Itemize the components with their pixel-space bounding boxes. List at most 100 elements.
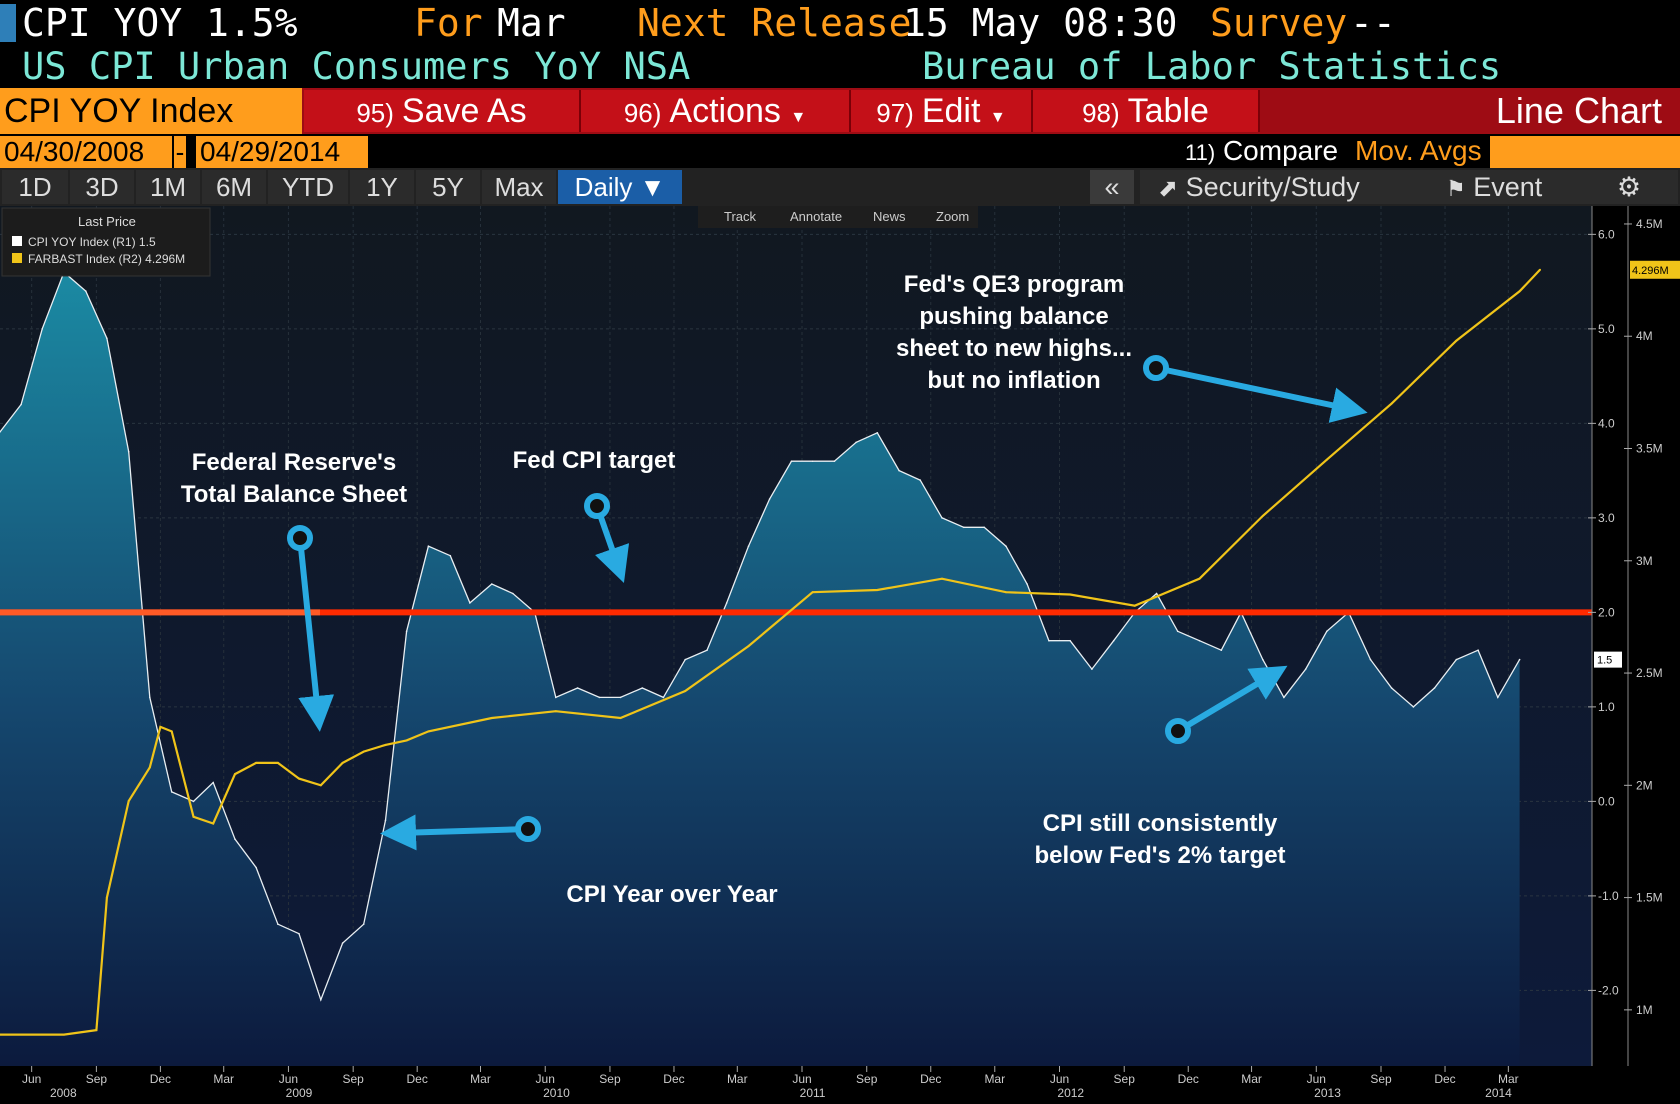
annotate-tool[interactable]: Annotate <box>790 209 842 224</box>
tab-3d[interactable]: 3D <box>70 170 134 204</box>
balance-sheet-point <box>106 897 108 899</box>
collapse-button[interactable]: « <box>1090 170 1134 204</box>
r1-tick-label: 1.0 <box>1598 700 1615 714</box>
annotation-qe3-line1: Fed's QE3 program <box>904 271 1124 298</box>
x-tick-label: Mar <box>1241 1072 1262 1086</box>
cpi-point <box>469 602 471 604</box>
compare-button[interactable]: 11) Compare <box>1185 134 1338 170</box>
cpi-point <box>1005 545 1007 547</box>
settings-gear-icon[interactable]: ⚙ <box>1580 170 1678 204</box>
security-study-label: Security/Study <box>1186 172 1360 202</box>
tab-1m[interactable]: 1M <box>136 170 200 204</box>
period-dropdown[interactable]: Daily ▼ <box>558 170 682 204</box>
cpi-point <box>1262 659 1264 661</box>
news-tool[interactable]: News <box>873 209 906 224</box>
cpi-point <box>20 404 22 406</box>
cpi-point <box>1497 697 1499 699</box>
security-description: US CPI Urban Consumers YoY NSA <box>22 46 690 88</box>
cpi-point <box>41 328 43 330</box>
button-label: Actions <box>669 92 781 130</box>
cpi-point <box>1477 649 1479 651</box>
x-tick-label: Jun <box>22 1072 41 1086</box>
r2-tick-label: 2M <box>1636 778 1653 792</box>
arrow-qe3-origin <box>1146 358 1166 378</box>
balance-sheet-point <box>171 730 173 732</box>
balance-sheet-point <box>298 778 300 780</box>
balance-sheet-point <box>342 762 344 764</box>
mov-avgs-button[interactable]: Mov. Avgs <box>1355 134 1482 168</box>
cpi-point <box>855 442 857 444</box>
tab-1y[interactable]: 1Y <box>350 170 414 204</box>
cpi-point <box>898 470 900 472</box>
cpi-point <box>812 460 814 462</box>
orange-field[interactable] <box>1490 136 1680 168</box>
data-source: Bureau of Labor Statistics <box>922 46 1501 88</box>
dropdown-caret-icon: ▼ <box>790 109 806 126</box>
actions-button[interactable]: 96)Actions ▼ <box>581 90 851 132</box>
dropdown-caret-icon: ▼ <box>640 172 666 202</box>
security-study-button[interactable]: ⬈ Security/Study <box>1140 170 1428 204</box>
balance-sheet-point <box>1519 290 1521 292</box>
flag-icon: ⚑ <box>1446 176 1466 201</box>
balance-sheet-point <box>748 645 750 647</box>
balance-sheet-point <box>95 1029 97 1031</box>
legend-item-cpi: CPI YOY Index (R1) 1.5 <box>28 235 156 249</box>
r2-tick-label: 1M <box>1636 1003 1653 1017</box>
start-date-field[interactable]: 04/30/2008 <box>0 136 172 168</box>
event-button[interactable]: ⚑ Event <box>1416 170 1606 204</box>
cpi-point <box>555 697 557 699</box>
track-tool[interactable]: Track <box>724 209 757 224</box>
legend-swatch-farbast <box>12 253 22 263</box>
cpi-point <box>128 451 130 453</box>
r2-tick-label: 3M <box>1636 554 1653 568</box>
annotation-cpi-below-line1: CPI still consistently <box>1043 810 1278 837</box>
cpi-point <box>834 460 836 462</box>
tab-max[interactable]: Max <box>482 170 556 204</box>
cpi-point <box>941 517 943 519</box>
x-tick-label: Jun <box>1307 1072 1326 1086</box>
button-number: 97) <box>876 98 914 128</box>
tab-ytd[interactable]: YTD <box>268 170 348 204</box>
tab-1d[interactable]: 1D <box>2 170 68 204</box>
zoom-tool[interactable]: Zoom <box>936 209 969 224</box>
x-year-label: 2013 <box>1314 1086 1341 1100</box>
x-tick-label: Sep <box>342 1072 364 1086</box>
cpi-point <box>1326 631 1328 633</box>
balance-sheet-point <box>63 1034 65 1036</box>
balance-sheet-point <box>941 578 943 580</box>
cpi-point <box>919 479 921 481</box>
x-tick-label: Dec <box>920 1072 941 1086</box>
date-separator: - <box>174 136 186 168</box>
x-year-label: 2012 <box>1057 1086 1084 1100</box>
balance-sheet-point <box>427 730 429 732</box>
save-as-button[interactable]: 95)Save As <box>304 90 581 132</box>
date-range-bar: 04/30/2008 - 04/29/2014 11) Compare Mov.… <box>0 134 1680 168</box>
cpi-point <box>450 555 452 557</box>
chart-svg: 6.05.04.03.02.01.00.0-1.0-2.04.5M4M3.5M3… <box>0 206 1680 1100</box>
next-release-label: Next Release <box>637 2 912 44</box>
cpi-point <box>620 697 622 699</box>
annotation-balance-line2: Total Balance Sheet <box>181 481 407 508</box>
cpi-point <box>577 687 579 689</box>
annotation-qe3-line3: sheet to new highs... <box>896 335 1132 362</box>
cpi-point <box>1305 668 1307 670</box>
x-year-label: 2008 <box>50 1086 77 1100</box>
edit-button[interactable]: 97)Edit ▼ <box>851 90 1033 132</box>
security-field[interactable]: CPI YOY Index <box>0 88 302 134</box>
r1-tick-label: 5.0 <box>1598 322 1615 336</box>
end-date-field[interactable]: 04/29/2014 <box>196 136 368 168</box>
r2-tick-label: 1.5M <box>1636 891 1663 905</box>
badge-cpi-last: 1.5 <box>1597 655 1612 667</box>
chart-type-label[interactable]: Line Chart <box>1496 88 1662 134</box>
r1-tick-label: 2.0 <box>1598 605 1615 619</box>
r1-tick-label: -1.0 <box>1598 889 1619 903</box>
table-button[interactable]: 98)Table <box>1033 90 1260 132</box>
security-name: CPI YOY Index <box>0 92 233 130</box>
cpi-point <box>363 923 365 925</box>
cpi-point <box>1026 583 1028 585</box>
tab-5y[interactable]: 5Y <box>416 170 480 204</box>
tab-6m[interactable]: 6M <box>202 170 266 204</box>
x-tick-label: Sep <box>856 1072 878 1086</box>
cpi-point <box>684 659 686 661</box>
balance-sheet-point <box>491 717 493 719</box>
